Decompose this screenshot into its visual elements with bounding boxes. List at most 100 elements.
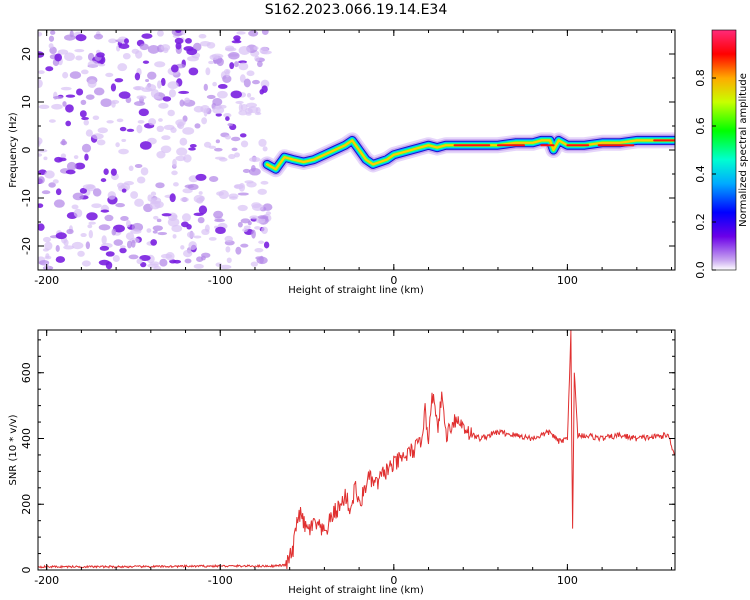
noise-blob bbox=[118, 43, 130, 49]
noise-blob bbox=[148, 118, 157, 126]
noise-blob bbox=[225, 45, 235, 51]
noise-blob bbox=[147, 194, 153, 202]
noise-blob bbox=[230, 90, 242, 99]
noise-blob bbox=[48, 182, 56, 188]
noise-blob bbox=[65, 120, 72, 127]
noise-blob bbox=[175, 155, 186, 162]
noise-blob bbox=[215, 113, 222, 117]
noise-blob bbox=[219, 264, 232, 270]
top-x-tick-label-0: -200 bbox=[34, 274, 59, 287]
noise-blob bbox=[179, 99, 185, 107]
top-y-tick-label-4: 20 bbox=[20, 47, 33, 61]
noise-blob bbox=[181, 221, 189, 228]
noise-blob bbox=[65, 169, 76, 175]
noise-blob bbox=[92, 133, 104, 140]
noise-blob bbox=[216, 90, 228, 99]
noise-blob bbox=[87, 79, 97, 88]
top-x-ticks: -200 -100 0 100 bbox=[34, 30, 673, 287]
noise-blob bbox=[198, 205, 208, 215]
snr-line-layer bbox=[38, 330, 675, 570]
noise-blob bbox=[110, 168, 117, 176]
noise-blob bbox=[180, 245, 185, 250]
noise-blob bbox=[244, 107, 253, 114]
noise-blob bbox=[54, 53, 62, 62]
noise-blob bbox=[103, 168, 109, 176]
noise-blob bbox=[240, 218, 251, 224]
noise-blob bbox=[255, 256, 264, 260]
noise-blob bbox=[83, 119, 90, 126]
noise-blob bbox=[42, 236, 51, 243]
noise-blob bbox=[91, 203, 102, 209]
noise-blob bbox=[214, 218, 225, 223]
noise-blob bbox=[224, 134, 231, 140]
noise-blob bbox=[208, 176, 219, 183]
noise-blob bbox=[262, 203, 273, 211]
noise-blob bbox=[105, 72, 114, 78]
noise-blob bbox=[53, 95, 64, 100]
noise-blob bbox=[97, 63, 106, 67]
noise-blob bbox=[100, 178, 107, 183]
noise-blob bbox=[92, 188, 102, 197]
noise-blob bbox=[176, 147, 188, 156]
noise-blob bbox=[152, 230, 158, 234]
noise-blob bbox=[38, 51, 45, 58]
noise-blob bbox=[234, 61, 239, 68]
noise-blob bbox=[87, 60, 99, 68]
noise-blob bbox=[122, 52, 131, 60]
noise-blob bbox=[65, 104, 74, 113]
colorbar-tick-label-3: 0.6 bbox=[694, 117, 707, 135]
noise-blob bbox=[111, 228, 117, 236]
noise-blob bbox=[38, 223, 45, 231]
noise-blob bbox=[175, 30, 182, 33]
noise-blob bbox=[71, 241, 84, 250]
noise-blob bbox=[160, 44, 171, 52]
noise-blob bbox=[193, 263, 204, 269]
noise-blob bbox=[105, 261, 113, 270]
noise-blob bbox=[171, 224, 183, 233]
noise-blob bbox=[136, 258, 143, 265]
noise-blob bbox=[55, 188, 62, 196]
noise-blob bbox=[238, 46, 251, 55]
noise-blob bbox=[259, 89, 265, 95]
noise-blob bbox=[189, 143, 197, 148]
noise-blob bbox=[194, 123, 201, 129]
bottom-x-tick-label-3: 100 bbox=[557, 574, 578, 587]
chart-title: S162.2023.066.19.14.E34 bbox=[265, 2, 448, 18]
noise-blob bbox=[204, 224, 210, 232]
noise-blob bbox=[259, 46, 269, 55]
noise-blob bbox=[65, 94, 76, 98]
noise-blob bbox=[142, 60, 150, 64]
noise-blob bbox=[154, 61, 166, 68]
noise-blob bbox=[249, 97, 255, 101]
noise-blob bbox=[238, 62, 249, 71]
bottom-y-tick-label-0: 0 bbox=[20, 567, 33, 574]
noise-blob bbox=[174, 37, 184, 45]
noise-blob bbox=[263, 241, 270, 249]
noise-blob bbox=[147, 45, 160, 54]
noise-blob bbox=[118, 91, 131, 99]
bottom-y-ticks: 0 200 400 600 bbox=[20, 339, 675, 574]
noise-blob bbox=[140, 167, 149, 176]
noise-blob bbox=[136, 95, 147, 100]
noise-blob bbox=[227, 122, 233, 127]
snr-panel: -200 -100 0 100 0 200 400 600 Height of straig… bbox=[8, 329, 676, 596]
noise-blob bbox=[66, 228, 74, 235]
colorbar: 0.0 0.2 0.4 0.6 0.8 Normalized spectral ampl… bbox=[694, 29, 749, 279]
noise-blob bbox=[171, 214, 178, 219]
noise-blob bbox=[55, 256, 66, 263]
noise-blob bbox=[136, 176, 146, 184]
noise-blob bbox=[224, 235, 233, 243]
noise-layer bbox=[38, 30, 273, 270]
noise-blob bbox=[48, 35, 55, 42]
noise-blob bbox=[178, 90, 190, 95]
noise-blob bbox=[44, 241, 53, 251]
noise-blob bbox=[193, 105, 204, 113]
bottom-x-axis-label: Height of straight line (km) bbox=[288, 585, 424, 596]
noise-blob bbox=[52, 179, 59, 184]
noise-blob bbox=[173, 182, 179, 187]
noise-blob bbox=[212, 97, 223, 106]
noise-blob bbox=[145, 78, 150, 83]
bottom-y-tick-label-3: 600 bbox=[20, 362, 33, 383]
noise-blob bbox=[134, 72, 141, 81]
